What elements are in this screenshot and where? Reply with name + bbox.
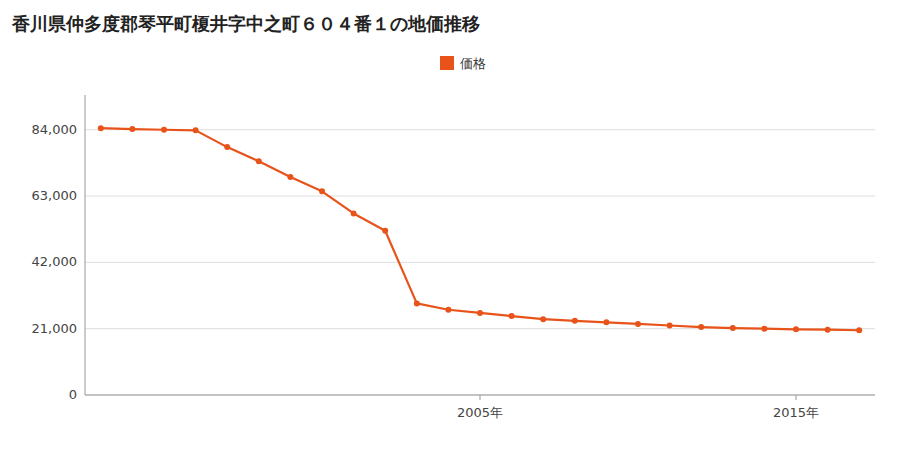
point (414, 300, 420, 306)
point (572, 318, 578, 324)
point (445, 307, 451, 313)
grid-line (85, 262, 875, 263)
point (193, 127, 199, 133)
point (667, 323, 673, 329)
point (351, 210, 357, 216)
legend: 価格 (440, 56, 486, 71)
point (730, 325, 736, 331)
x-tick (796, 395, 797, 400)
title: 香川県仲多度郡琴平町榎井字中之町６０４番１の地価推移 (11, 13, 480, 34)
point (256, 158, 262, 164)
point (540, 316, 546, 322)
legend-swatch (440, 56, 454, 70)
y-tick-label: 84,000 (32, 122, 78, 137)
point (698, 324, 704, 330)
point (287, 174, 293, 180)
chart: 香川県仲多度郡琴平町榎井字中之町６０４番１の地価推移 0 21,000 42,000 6… (0, 0, 900, 450)
y-axis-line (85, 95, 86, 395)
point (319, 188, 325, 194)
x-tick-label: 2005年 (457, 405, 503, 420)
plot-area (98, 125, 862, 333)
point (825, 327, 831, 333)
point (603, 319, 609, 325)
y-tick-label: 42,000 (32, 254, 78, 269)
grid-line (85, 129, 875, 130)
y-tick-label: 21,000 (32, 321, 78, 336)
y-tick-label: 63,000 (32, 188, 78, 203)
point (161, 127, 167, 133)
point (129, 126, 135, 132)
point (509, 313, 515, 319)
grid-line (85, 196, 875, 197)
point (635, 321, 641, 327)
x-tick (480, 395, 481, 400)
x-tick-label: 2015年 (773, 405, 819, 420)
point (761, 326, 767, 332)
point (477, 310, 483, 316)
point (224, 144, 230, 150)
point (98, 125, 104, 131)
line (101, 128, 859, 330)
y-tick-label: 0 (69, 387, 77, 402)
point (856, 327, 862, 333)
point (382, 228, 388, 234)
legend-label: 価格 (460, 56, 486, 71)
point (793, 326, 799, 332)
grid (85, 130, 875, 395)
